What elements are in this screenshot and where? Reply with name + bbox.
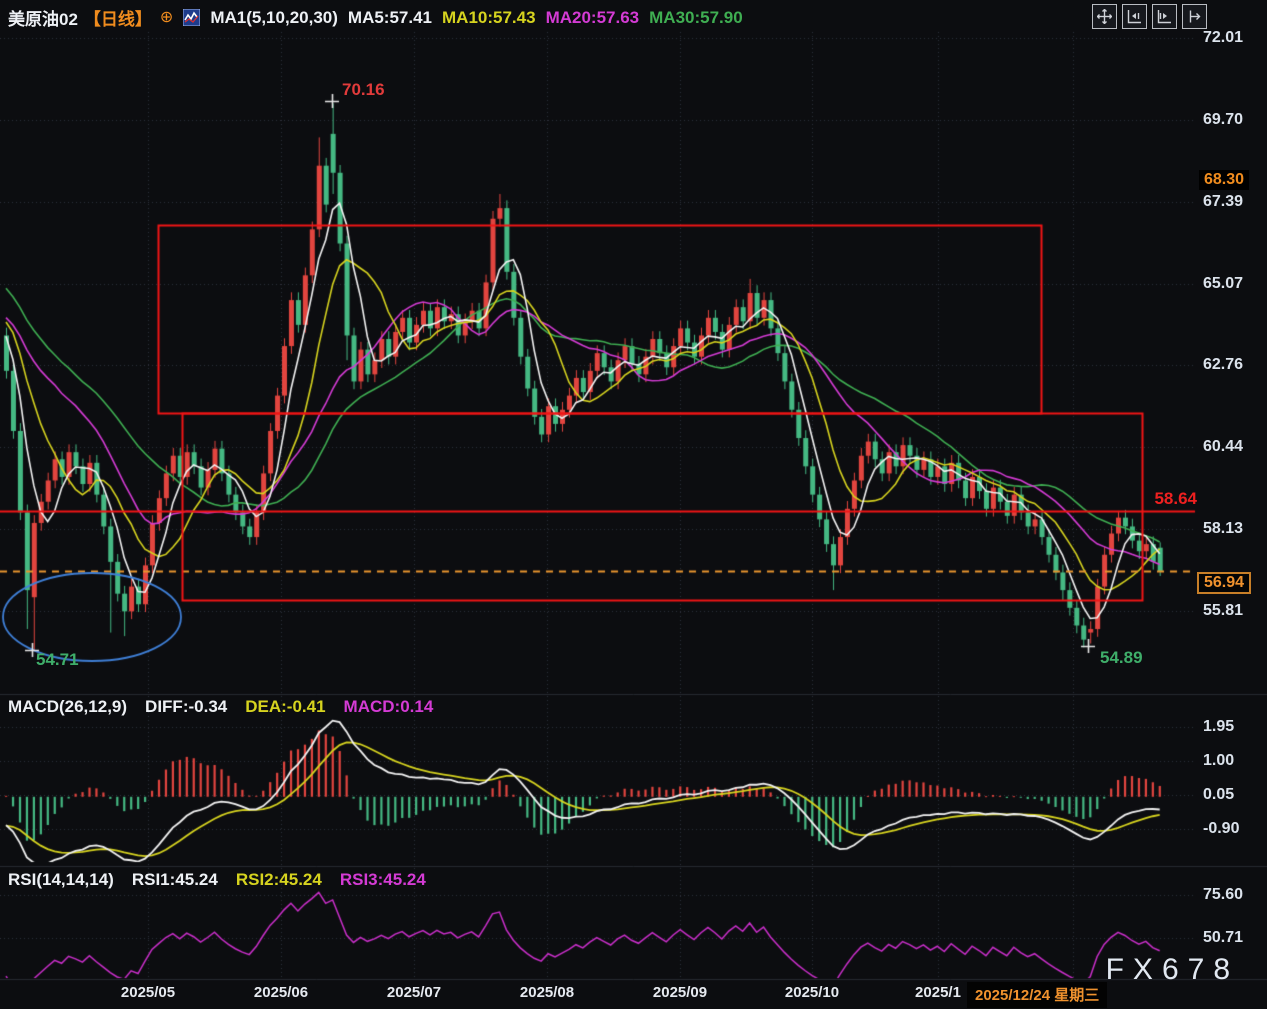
rsi3-value: RSI3:45.24: [339, 870, 426, 889]
macd-title: MACD(26,12,9): [8, 697, 128, 716]
macd-axis-tick: 1.95: [1203, 718, 1235, 735]
price-axis-tick: 55.81: [1203, 602, 1244, 619]
x-axis-month-label: 2025/07: [386, 984, 442, 1001]
price-axis-tick: 67.39: [1203, 193, 1244, 210]
ma30-value: MA30:57.90: [649, 7, 743, 27]
current-date-badge: 2025/12/24 星期三: [967, 982, 1108, 1008]
macd-axis-tick: 1.00: [1203, 752, 1235, 769]
watermark-logo: FX678: [1105, 953, 1239, 986]
macd-dea-value: DEA:-0.41: [245, 697, 326, 716]
price-axis-tick: 58.13: [1203, 520, 1244, 537]
rsi-title: RSI(14,14,14): [8, 870, 114, 889]
chart-header: 美原油02 【日线】 ⊕ MA1(5,10,20,30) MA5:57.41 M…: [8, 5, 743, 30]
ma20-value: MA20:57.63: [545, 7, 640, 27]
ma10-value: MA10:57.43: [442, 7, 536, 27]
macd-header: MACD(26,12,9) DIFF:-0.34 DEA:-0.41 MACD:…: [8, 697, 433, 717]
kline-icon[interactable]: [183, 9, 201, 26]
price-axis-tick: 60.44: [1203, 438, 1244, 455]
scale-compress-left-button[interactable]: [1122, 4, 1147, 29]
price-annotation: 54.71: [36, 650, 79, 669]
price-axis-tick: 72.01: [1203, 29, 1244, 46]
x-axis-month-label: 2025/06: [253, 984, 309, 1001]
rsi2-value: RSI2:45.24: [235, 870, 322, 889]
macd-axis-tick: 0.05: [1203, 786, 1235, 803]
ma-settings-label: MA1(5,10,20,30): [210, 7, 338, 27]
alert-price-label: 58.64: [1154, 488, 1197, 508]
price-axis-tick: 65.07: [1203, 275, 1244, 292]
add-indicator-icon[interactable]: ⊕: [159, 8, 174, 26]
scale-play-right-button[interactable]: [1152, 4, 1177, 29]
rsi-axis-tick: 75.60: [1203, 886, 1244, 903]
period-selector[interactable]: 【日线】: [83, 10, 152, 29]
chart-toolbar: [1092, 4, 1207, 29]
x-axis-month-label: 2025/05: [120, 984, 176, 1001]
price-axis-tick: 68.30: [1199, 170, 1250, 190]
x-axis-month-label: 2025/09: [652, 984, 708, 1001]
symbol-name: 美原油02: [8, 10, 78, 29]
rsi-header: RSI(14,14,14) RSI1:45.24 RSI2:45.24 RSI3…: [8, 870, 426, 890]
rsi1-value: RSI1:45.24: [131, 870, 218, 889]
macd-axis-tick: -0.90: [1203, 820, 1240, 837]
price-annotation: 54.89: [1100, 648, 1143, 667]
last-price-label: 56.94: [1197, 572, 1252, 595]
price-axis-tick: 62.76: [1203, 356, 1244, 373]
ma5-value: MA5:57.41: [347, 7, 433, 27]
price-axis-tick: 69.70: [1203, 111, 1244, 128]
crosshair-tool-button[interactable]: [1092, 4, 1117, 29]
jump-to-latest-button[interactable]: [1182, 4, 1207, 29]
macd-diff-value: DIFF:-0.34: [145, 697, 228, 716]
macd-value: MACD:0.14: [343, 697, 434, 716]
x-axis-month-label: 2025/10: [784, 984, 840, 1001]
rsi-axis-tick: 50.71: [1203, 929, 1244, 946]
x-axis-month-label: 2025/1: [915, 984, 961, 1001]
price-annotation: 70.16: [342, 80, 385, 99]
x-axis-month-label: 2025/08: [519, 984, 575, 1001]
